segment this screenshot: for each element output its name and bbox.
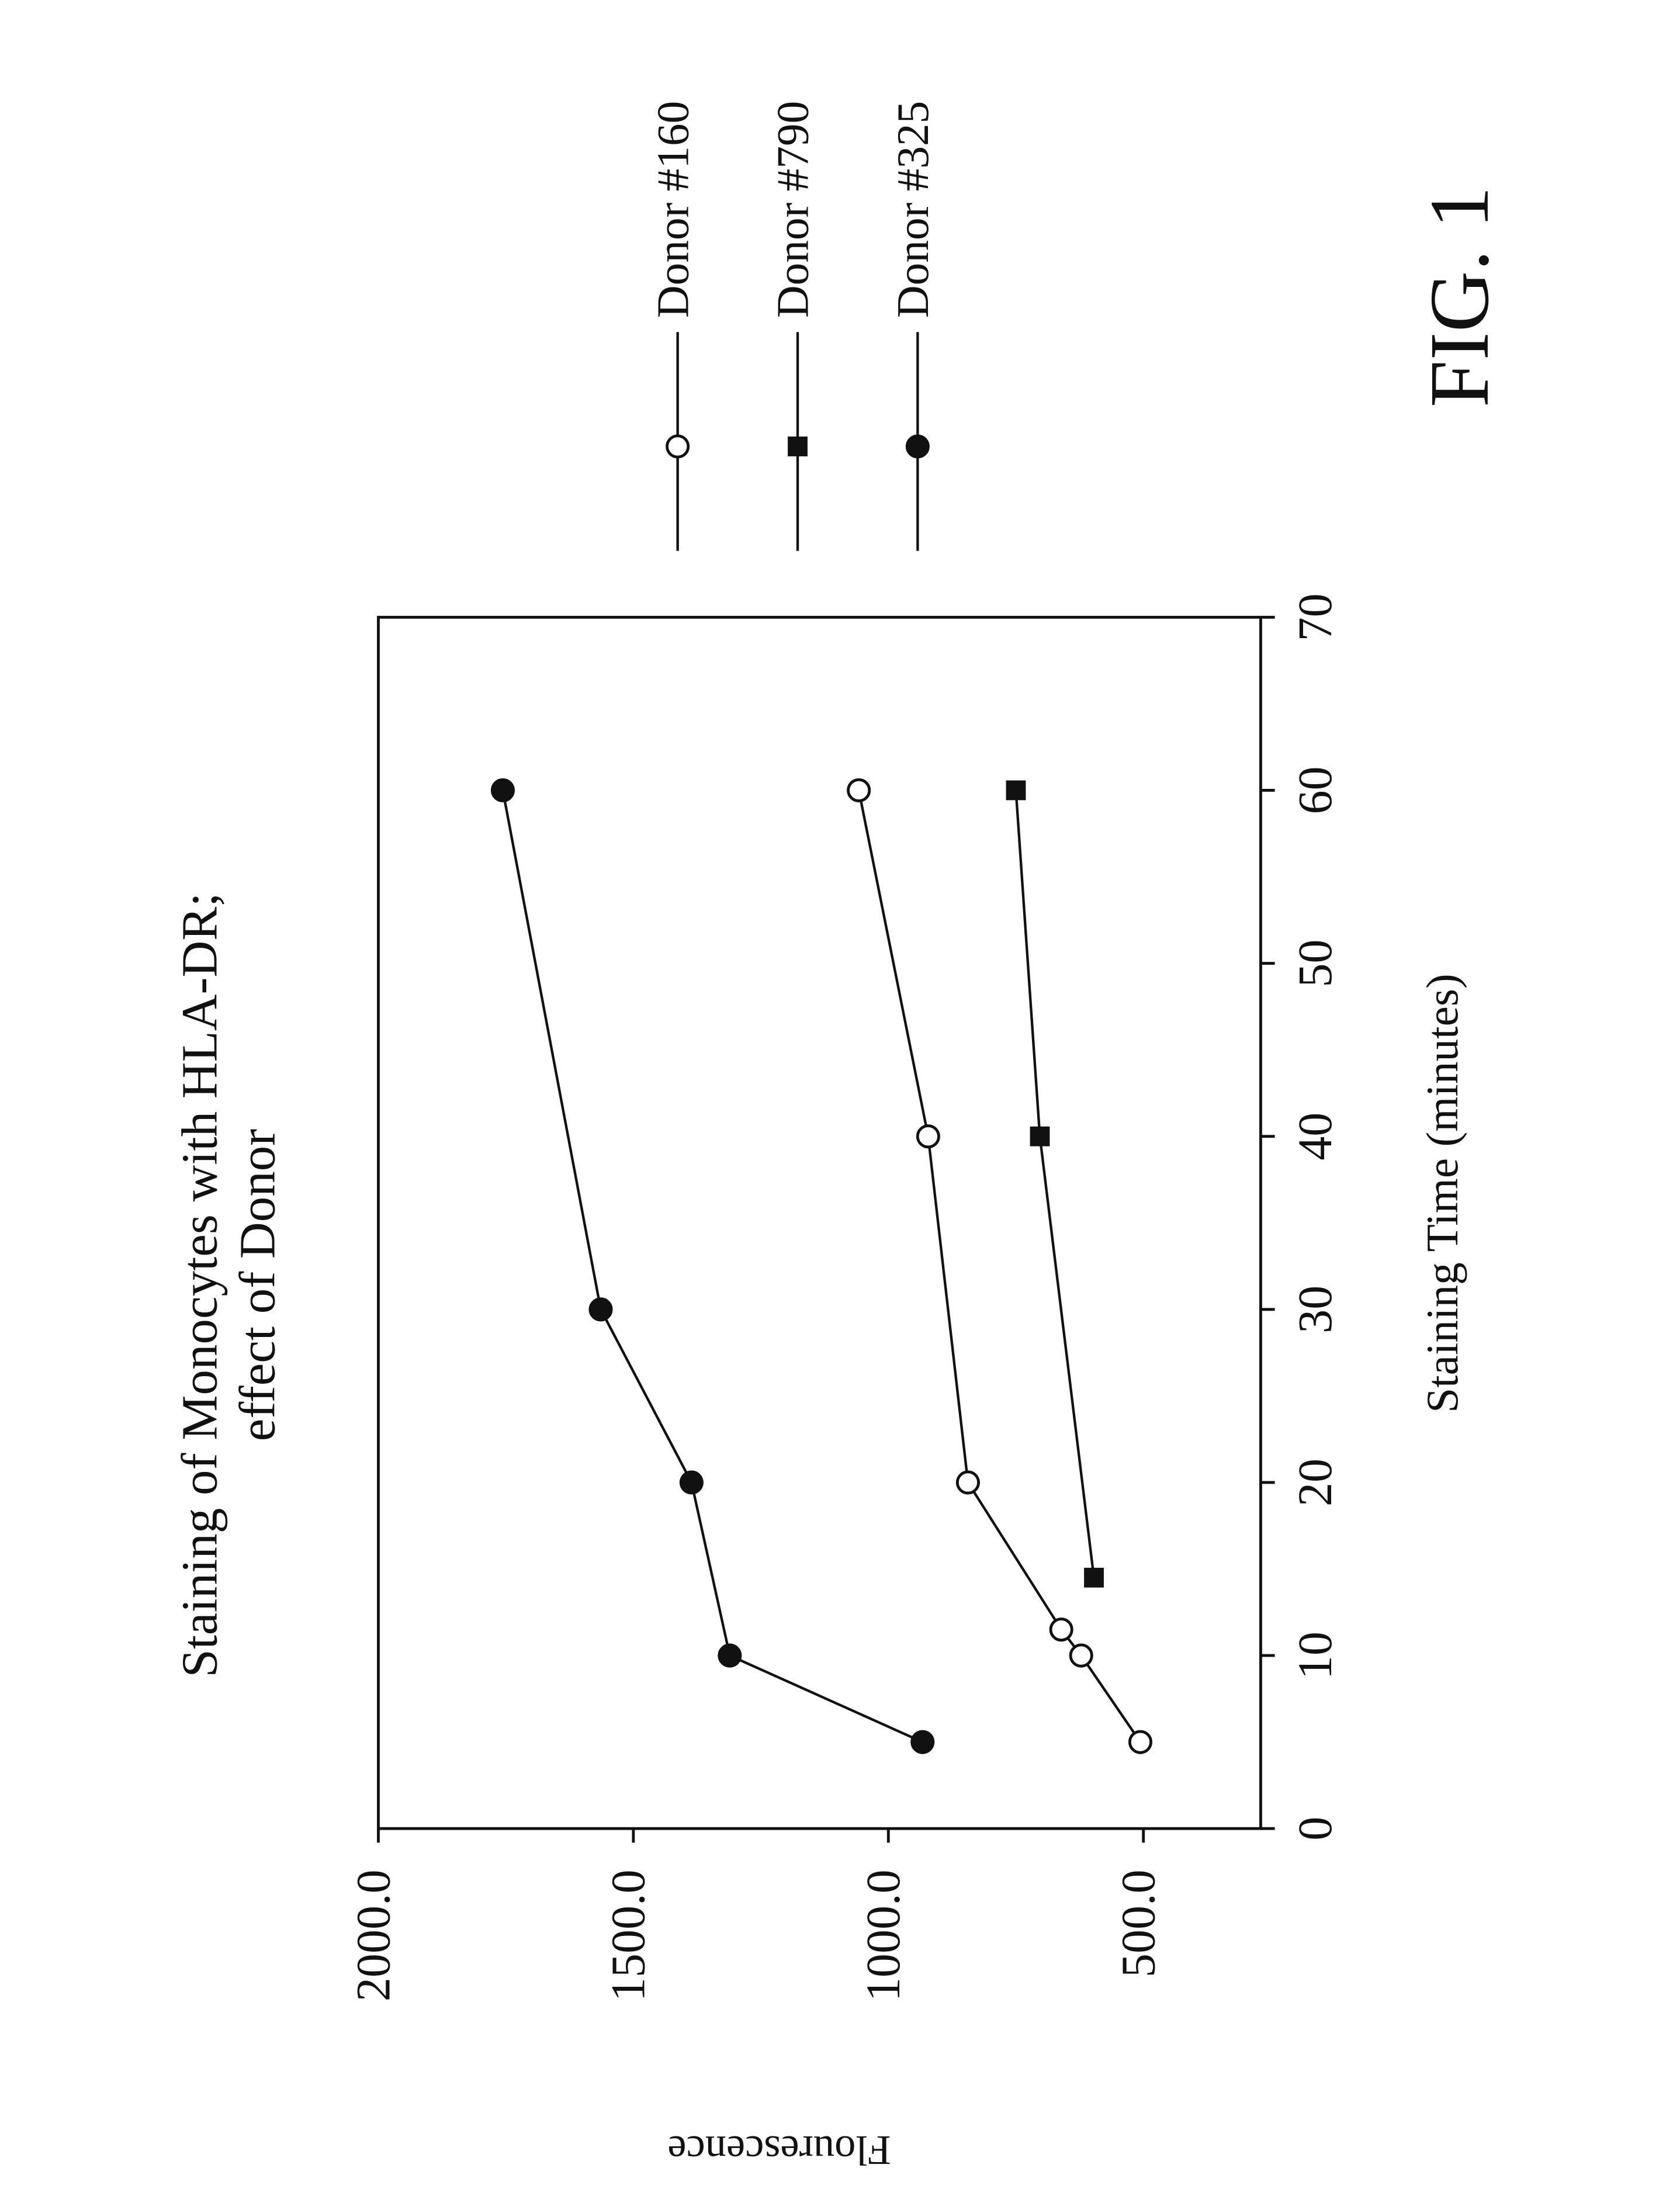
legend-marker [667,436,688,457]
y-axis-label: Flourescence [667,2127,891,2174]
legend-marker [907,436,928,457]
legend-marker [788,437,808,456]
figure-label: FIG. 1 [1413,186,1506,407]
x-tick-label: 20 [1288,1459,1342,1506]
data-point [1030,1127,1050,1146]
series-line [859,790,1141,1742]
chart-title: Staining of Monocytes with HLA-DR; [171,893,227,1678]
y-tick-label: 1000.0 [857,1869,910,2001]
data-point [590,1299,611,1320]
data-point [719,1645,740,1666]
data-point [917,1126,938,1147]
legend-label: Donor #325 [888,101,938,318]
y-tick-label: 1500.0 [602,1869,655,2001]
x-tick-label: 60 [1288,766,1342,814]
y-tick-label: 2000.0 [347,1869,400,2001]
x-tick-label: 30 [1288,1286,1342,1333]
x-tick-label: 70 [1288,593,1342,641]
data-point [1084,1568,1104,1588]
y-tick-label: 500.0 [1112,1869,1165,1977]
chart-title: effect of Donor [228,1129,285,1442]
data-point [1130,1731,1151,1752]
data-point [1051,1619,1072,1640]
x-tick-label: 50 [1288,940,1342,988]
data-point [492,780,513,801]
series-line [1016,790,1094,1577]
data-point [1071,1645,1092,1666]
x-tick-label: 10 [1288,1632,1342,1679]
x-tick-label: 40 [1288,1113,1342,1161]
data-point [957,1472,978,1493]
data-point [912,1731,933,1752]
data-point [681,1472,702,1493]
series-line [503,790,922,1742]
x-tick-label: 0 [1288,1817,1342,1841]
data-point [848,780,870,801]
legend-label: Donor #790 [768,101,818,318]
x-axis-label: Staining Time (minutes) [1417,974,1467,1413]
legend-label: Donor #160 [647,101,698,318]
data-point [1006,781,1026,801]
